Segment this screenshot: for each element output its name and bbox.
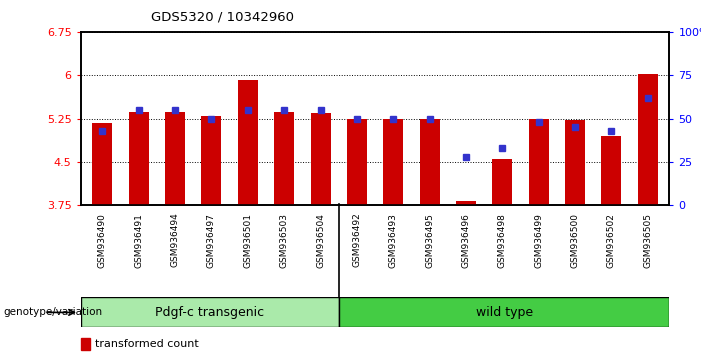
Bar [456, 201, 476, 205]
Text: GSM936504: GSM936504 [316, 213, 325, 268]
Bar [339, 297, 669, 327]
Text: GSM936495: GSM936495 [425, 213, 434, 268]
Text: GSM936497: GSM936497 [207, 213, 216, 268]
Bar [165, 112, 185, 205]
Bar [81, 297, 339, 327]
Text: GSM936494: GSM936494 [170, 213, 179, 267]
Text: GSM936502: GSM936502 [607, 213, 615, 268]
Bar [238, 80, 258, 205]
Text: genotype/variation: genotype/variation [4, 307, 102, 318]
Text: GSM936505: GSM936505 [643, 213, 652, 268]
Text: wild type: wild type [475, 306, 533, 319]
Text: GSM936499: GSM936499 [534, 213, 543, 268]
Bar [201, 116, 222, 205]
Bar [81, 338, 90, 350]
Text: GSM936493: GSM936493 [389, 213, 397, 268]
Bar [529, 119, 549, 205]
Bar [601, 136, 621, 205]
Bar [93, 122, 112, 205]
Text: GSM936503: GSM936503 [280, 213, 289, 268]
Bar [129, 112, 149, 205]
Text: Pdgf-c transgenic: Pdgf-c transgenic [155, 306, 264, 319]
Bar [383, 119, 403, 205]
Bar [274, 112, 294, 205]
Text: GSM936492: GSM936492 [353, 213, 361, 267]
Text: GSM936490: GSM936490 [98, 213, 107, 268]
Text: GSM936491: GSM936491 [135, 213, 143, 268]
Text: GSM936496: GSM936496 [461, 213, 470, 268]
Bar [420, 119, 440, 205]
Bar [638, 74, 658, 205]
Bar [311, 113, 330, 205]
Text: GDS5320 / 10342960: GDS5320 / 10342960 [151, 11, 294, 24]
Text: GSM936501: GSM936501 [243, 213, 252, 268]
Bar [492, 159, 512, 205]
Bar [347, 119, 367, 205]
Text: GSM936500: GSM936500 [571, 213, 580, 268]
Bar [565, 120, 585, 205]
Text: GSM936498: GSM936498 [498, 213, 507, 268]
Text: transformed count: transformed count [95, 339, 199, 349]
